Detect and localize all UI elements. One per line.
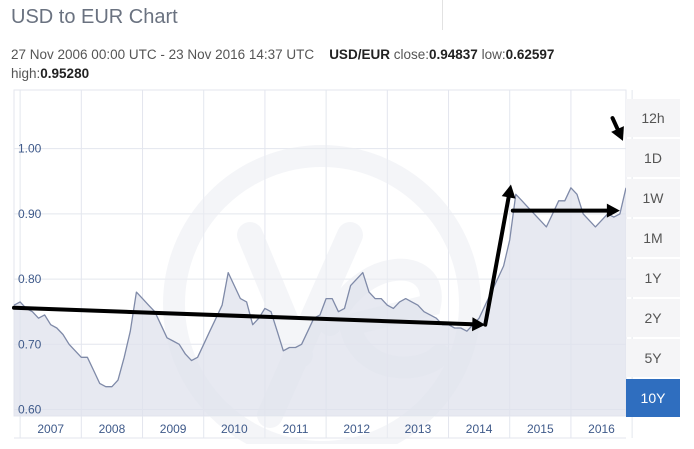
area-layer bbox=[13, 187, 627, 416]
high-label: high: bbox=[11, 66, 41, 81]
annotation-arrow-head bbox=[471, 317, 486, 332]
x-tick-label: 2007 bbox=[37, 422, 64, 436]
y-tick-label: 0.90 bbox=[18, 207, 42, 221]
y-tick-label: 1.00 bbox=[18, 142, 42, 156]
header-divider bbox=[442, 0, 443, 30]
y-axis-labels: 0.60 0.70 0.80 0.90 1.00 bbox=[18, 142, 42, 417]
watermark-circle bbox=[163, 145, 481, 449]
usd-eur-chart: 0.60 0.70 0.80 0.90 1.00 2007 2008 2009 2010 201… bbox=[12, 89, 633, 449]
annotation-layer bbox=[12, 116, 624, 332]
x-tick-label: 2008 bbox=[99, 422, 126, 436]
high-value: 0.95280 bbox=[40, 66, 90, 81]
low-value: 0.62597 bbox=[505, 47, 555, 62]
page-title: USD to EUR Chart bbox=[11, 6, 178, 28]
x-axis-labels: 2007 2008 2009 2010 2011 2012 2013 2014 2015 2016 bbox=[37, 422, 615, 436]
range-button-10y[interactable]: 10Y bbox=[626, 379, 680, 417]
annotation-arrow-head bbox=[501, 184, 516, 199]
range-button-12h[interactable]: 12h bbox=[626, 99, 680, 137]
x-tick-label: 2015 bbox=[527, 422, 554, 436]
x-tick-label: 2010 bbox=[221, 422, 248, 436]
annotation-arrow-head bbox=[606, 203, 620, 218]
chart-area: 0.60 0.70 0.80 0.90 1.00 2007 2008 2009 2010 201… bbox=[0, 85, 694, 449]
close-value: 0.94837 bbox=[429, 47, 478, 62]
y-tick-label: 0.70 bbox=[18, 337, 42, 351]
range-button-1w[interactable]: 1W bbox=[626, 179, 680, 217]
range-button-1m[interactable]: 1M bbox=[626, 219, 680, 257]
x-tick-label: 2012 bbox=[343, 422, 370, 436]
x-tick-label: 2016 bbox=[588, 422, 615, 436]
range-button-2y[interactable]: 2Y bbox=[626, 299, 680, 337]
x-tick-label: 2009 bbox=[160, 422, 187, 436]
x-tick-label: 2014 bbox=[466, 422, 493, 436]
range-button-1d[interactable]: 1D bbox=[626, 139, 680, 177]
range-button-5y[interactable]: 5Y bbox=[626, 339, 680, 377]
annotation-arrow-shaft bbox=[610, 116, 620, 132]
annotation-arrow-shaft bbox=[12, 305, 475, 327]
y-tick-label: 0.60 bbox=[18, 402, 42, 416]
annotation-arrow-shaft bbox=[483, 195, 511, 327]
annotation-arrow-head bbox=[611, 126, 624, 141]
chart-summary: 27 Nov 2006 00:00 UTC - 23 Nov 2016 14:3… bbox=[11, 45, 611, 83]
x-tick-label: 2011 bbox=[283, 422, 309, 436]
range-button-1y[interactable]: 1Y bbox=[626, 259, 680, 297]
series-line bbox=[13, 187, 627, 388]
range-selector: 12h 1D 1W 1M 1Y 2Y 5Y 10Y bbox=[626, 99, 680, 419]
close-label: close: bbox=[393, 47, 429, 62]
date-range: 27 Nov 2006 00:00 UTC - 23 Nov 2016 14:3… bbox=[11, 47, 315, 62]
currency-pair: USD/EUR bbox=[329, 47, 390, 62]
series-area-fill bbox=[14, 187, 626, 416]
low-label: low: bbox=[481, 47, 506, 62]
x-tick-label: 2013 bbox=[405, 422, 432, 436]
y-tick-label: 0.80 bbox=[18, 272, 42, 286]
